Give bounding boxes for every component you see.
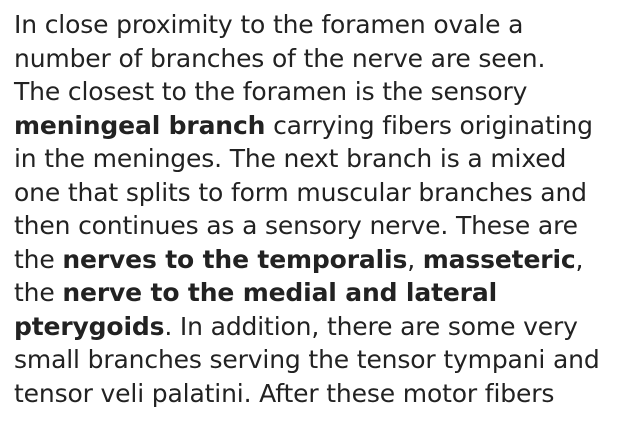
text-line: in the meninges. The next branch is a mi… — [14, 142, 634, 176]
bold-term-meningeal-branch: meningeal branch — [14, 110, 266, 140]
bold-term-nerves-to-temporalis: nerves to the temporalis — [62, 244, 408, 274]
text-run: , — [407, 244, 423, 274]
text-line: the nerves to the temporalis, masseteric… — [14, 243, 634, 277]
text-run: in the meninges. The next branch is a mi… — [14, 144, 567, 173]
text-run: The closest to the foramen is the sensor… — [14, 77, 528, 106]
document-body: In close proximity to the foramen ovale … — [14, 8, 634, 410]
text-run: small branches serving the tensor tympan… — [14, 345, 600, 374]
text-line: number of branches of the nerve are seen… — [14, 42, 634, 76]
text-line: one that splits to form muscular branche… — [14, 176, 634, 210]
text-run: the — [14, 244, 63, 274]
text-line: The closest to the foramen is the sensor… — [14, 75, 634, 109]
text-line: tensor veli palatini. After these motor … — [14, 377, 634, 411]
bold-term-masseteric: masseteric — [422, 244, 576, 274]
text-line: then continues as a sensory nerve. These… — [14, 209, 634, 243]
text-run: number of branches of the nerve are seen… — [14, 43, 546, 73]
text-run: then continues as a sensory nerve. These… — [14, 211, 578, 240]
text-run: In close proximity to the foramen ovale … — [14, 10, 524, 39]
text-run: tensor veli palatini. After these motor … — [14, 378, 555, 408]
text-run: , — [575, 244, 584, 274]
text-line: In close proximity to the foramen ovale … — [14, 8, 634, 42]
text-run: one that splits to form muscular branche… — [14, 177, 587, 207]
text-run: the — [14, 278, 63, 307]
bold-term-nerve-to-medial-lateral: nerve to the medial and lateral — [62, 278, 497, 307]
text-line: meningeal branch carrying fibers origina… — [14, 109, 634, 143]
text-line: small branches serving the tensor tympan… — [14, 343, 634, 377]
text-run: . In addition, there are some very — [164, 311, 578, 341]
text-run: carrying fibers originating — [265, 110, 593, 140]
bold-term-pterygoids: pterygoids — [14, 311, 165, 341]
text-line: pterygoids. In addition, there are some … — [14, 310, 634, 344]
text-line: the nerve to the medial and lateral — [14, 276, 634, 310]
